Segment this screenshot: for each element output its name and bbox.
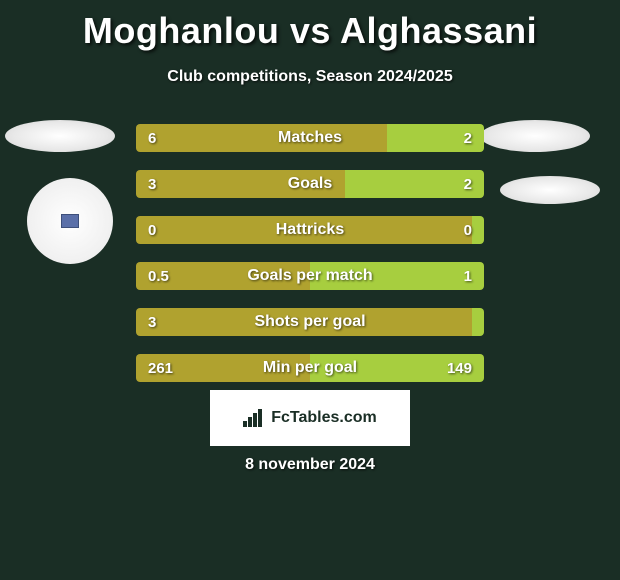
stat-value-left: 261 — [148, 360, 173, 377]
stat-bar-right: 149 — [310, 354, 484, 382]
stat-row: 62Matches — [136, 124, 484, 152]
stat-value-right: 2 — [464, 130, 472, 147]
stat-bar-right: 1 — [310, 262, 484, 290]
stat-value-right: 149 — [447, 360, 472, 377]
bars-icon — [243, 409, 265, 427]
page-title: Moghanlou vs Alghassani — [0, 0, 620, 52]
stat-value-left: 0.5 — [148, 268, 169, 285]
stat-row: 00Hattricks — [136, 216, 484, 244]
comparison-bars: 62Matches32Goals00Hattricks0.51Goals per… — [136, 124, 484, 400]
stat-bar-left: 261 — [136, 354, 310, 382]
stat-bar-left: 0 — [136, 216, 472, 244]
stat-row: 261149Min per goal — [136, 354, 484, 382]
player-right-badge-shadow-2 — [500, 176, 600, 204]
stat-bar-right: 0 — [472, 216, 484, 244]
stat-row: 32Goals — [136, 170, 484, 198]
stat-value-left: 0 — [148, 222, 156, 239]
stat-bar-right: 2 — [387, 124, 484, 152]
stat-bar-right — [472, 308, 484, 336]
stat-bar-left: 6 — [136, 124, 387, 152]
stat-value-right: 2 — [464, 176, 472, 193]
stat-row: 0.51Goals per match — [136, 262, 484, 290]
stat-value-left: 6 — [148, 130, 156, 147]
stat-value-right: 0 — [464, 222, 472, 239]
stat-value-left: 3 — [148, 176, 156, 193]
brand-text: FcTables.com — [271, 409, 377, 427]
stat-value-right: 1 — [464, 268, 472, 285]
player-left-avatar — [27, 178, 113, 264]
player-right-badge-shadow — [480, 120, 590, 152]
player-left-badge-shadow — [5, 120, 115, 152]
stat-bar-right: 2 — [345, 170, 484, 198]
brand-badge: FcTables.com — [210, 390, 410, 446]
flag-icon — [61, 214, 79, 228]
stat-bar-left: 3 — [136, 170, 345, 198]
stat-bar-left: 0.5 — [136, 262, 310, 290]
stat-row: 3Shots per goal — [136, 308, 484, 336]
stat-bar-left: 3 — [136, 308, 472, 336]
footer-date: 8 november 2024 — [0, 456, 620, 474]
page-subtitle: Club competitions, Season 2024/2025 — [0, 68, 620, 86]
stat-value-left: 3 — [148, 314, 156, 331]
